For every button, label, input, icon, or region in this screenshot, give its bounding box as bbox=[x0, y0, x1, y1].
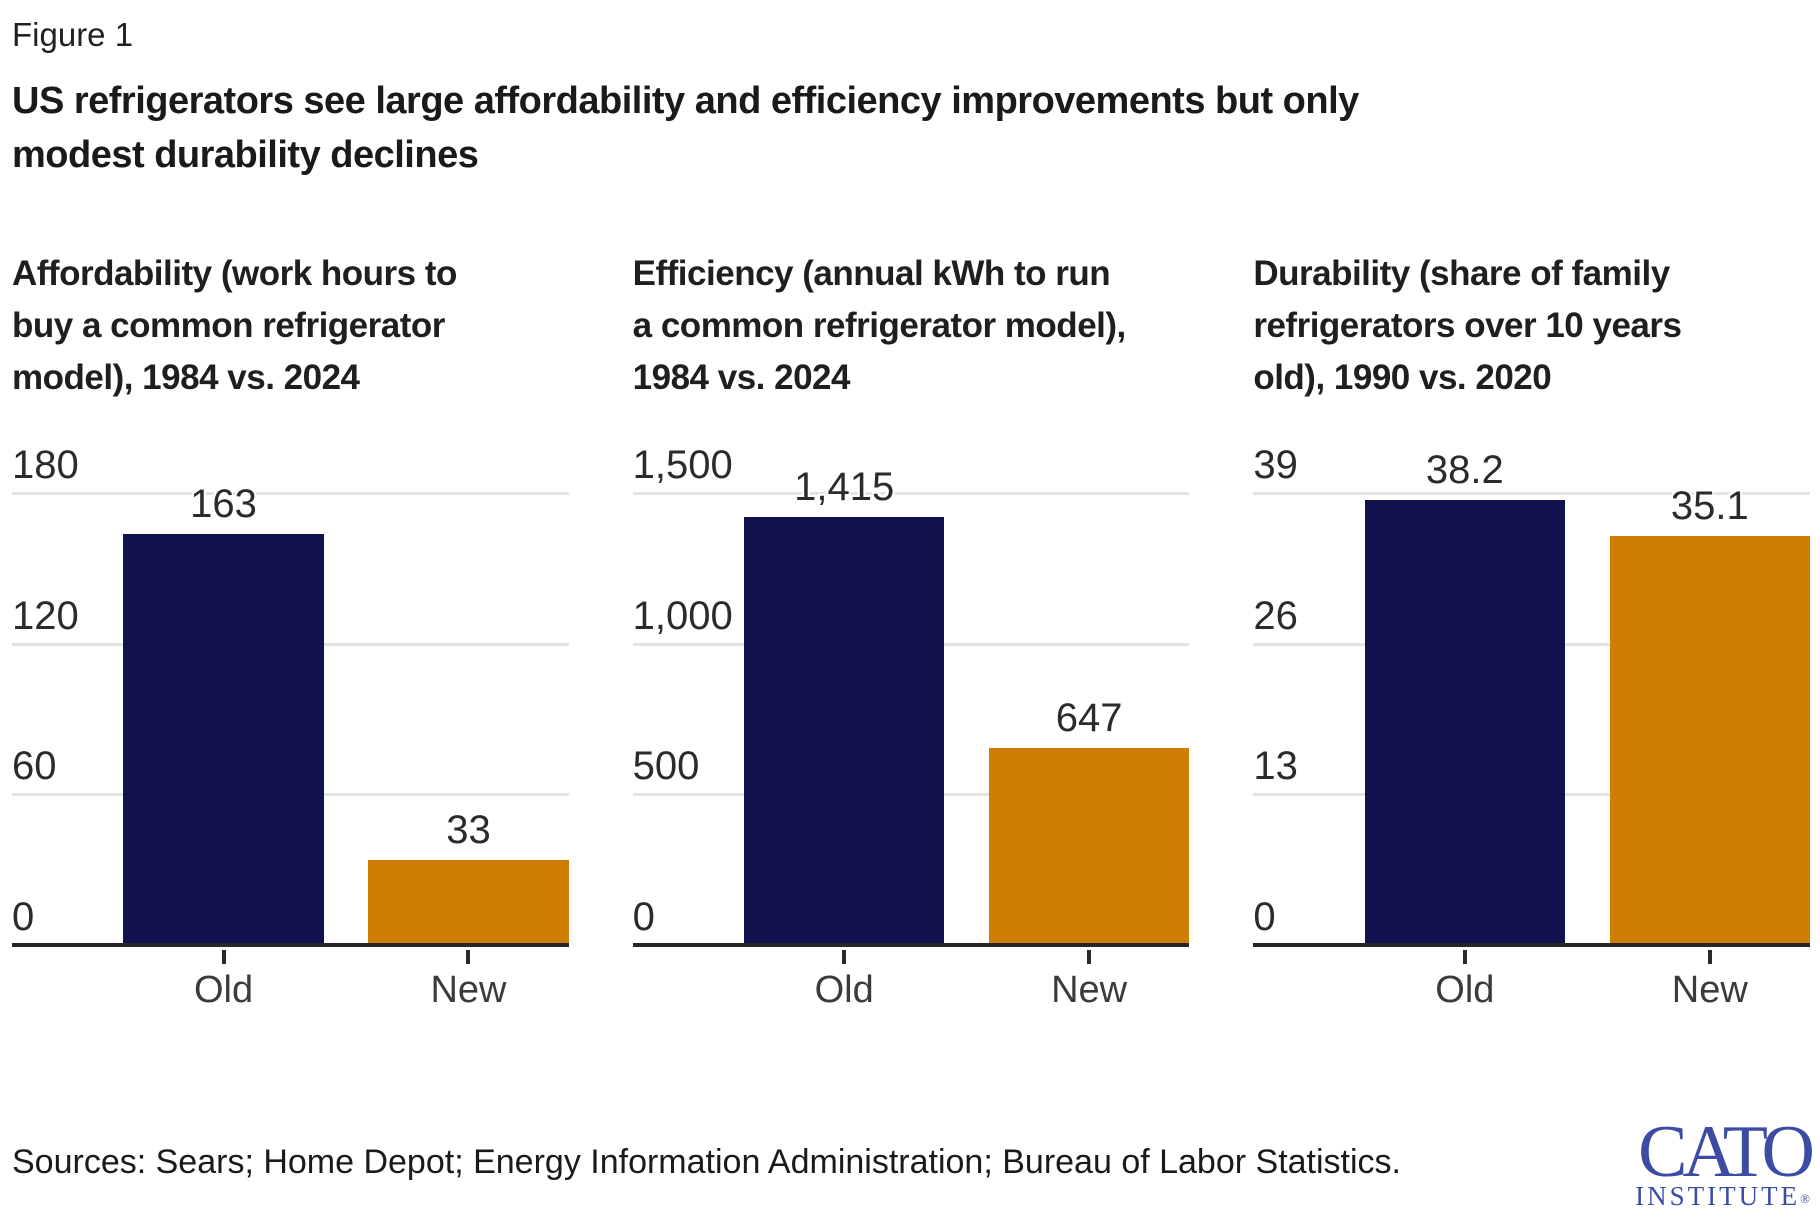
category-axis-labels: Old New bbox=[633, 947, 1190, 1021]
figure-label: Figure 1 bbox=[12, 16, 134, 53]
x-axis-line bbox=[1253, 943, 1810, 947]
chart-panel-durability: Durability (share of family refrigerators… bbox=[1253, 248, 1810, 1021]
x-category-label: Old bbox=[1435, 969, 1495, 1011]
chart-subtitle-line: Affordability (work hours to bbox=[12, 254, 457, 293]
gridline bbox=[1253, 492, 1810, 495]
chart-subtitle-line: Efficiency (annual kWh to run bbox=[632, 254, 1111, 293]
x-category-label: Old bbox=[193, 969, 254, 1011]
chart-subtitle: Efficiency (annual kWh to run a common re… bbox=[633, 248, 1190, 404]
x-tick-mark bbox=[842, 950, 847, 964]
x-category-label: New bbox=[1671, 969, 1748, 1011]
bar-new bbox=[988, 748, 1190, 943]
chart-subtitle-line: old), 1990 vs. 2020 bbox=[1253, 358, 1552, 397]
x-axis-line bbox=[12, 943, 569, 947]
figure-title: US refrigerators see large affordability… bbox=[12, 74, 1810, 182]
chart-subtitle-line: 1984 vs. 2024 bbox=[632, 358, 851, 397]
y-tick-label: 500 bbox=[632, 744, 700, 789]
x-tick-mark bbox=[466, 950, 471, 964]
chart-panel-affordability: Affordability (work hours to buy a common… bbox=[12, 248, 569, 1021]
bar-value-label: 35.1 bbox=[1670, 484, 1749, 529]
y-tick-label: 13 bbox=[1253, 744, 1298, 789]
y-tick-label: 0 bbox=[12, 895, 35, 939]
x-tick-mark bbox=[221, 950, 226, 964]
category-axis-labels: Old New bbox=[1253, 947, 1810, 1021]
category-axis-labels: Old New bbox=[12, 947, 569, 1021]
bar-value-label: 647 bbox=[1055, 696, 1123, 741]
y-tick-label: 39 bbox=[1253, 443, 1298, 487]
charts-row: Affordability (work hours to buy a common… bbox=[12, 248, 1810, 1021]
y-tick-label: 1,500 bbox=[632, 443, 733, 487]
gridline bbox=[12, 492, 569, 495]
chart-subtitle: Affordability (work hours to buy a common… bbox=[12, 248, 569, 404]
chart-subtitle-line: Durability (share of family bbox=[1253, 254, 1670, 293]
chart-subtitle-line: a common refrigerator model), bbox=[632, 306, 1127, 345]
chart-subtitle-line: refrigerators over 10 years bbox=[1253, 306, 1682, 345]
figure-title-line: modest durability declines bbox=[12, 134, 479, 176]
x-category-label: New bbox=[430, 969, 507, 1011]
chart-subtitle: Durability (share of family refrigerators… bbox=[1253, 248, 1810, 404]
x-tick-mark bbox=[1087, 950, 1092, 964]
bar-value-label: 33 bbox=[446, 808, 491, 853]
bar-value-label: 1,415 bbox=[794, 464, 895, 509]
gridline bbox=[632, 492, 1190, 495]
cato-logo-subtext-text: INSTITUTE bbox=[1635, 1181, 1801, 1212]
bar-old bbox=[743, 516, 945, 943]
x-tick-mark bbox=[1462, 950, 1467, 964]
y-tick-label: 26 bbox=[1253, 593, 1298, 638]
bar-old bbox=[123, 533, 324, 943]
chart-subtitle-line: model), 1984 vs. 2024 bbox=[12, 358, 360, 397]
cato-logo-wordmark: CATO bbox=[1638, 1110, 1815, 1193]
chart-subtitle-line: buy a common refrigerator bbox=[12, 306, 445, 345]
y-tick-label: 0 bbox=[632, 895, 655, 939]
y-tick-label: 0 bbox=[1253, 895, 1276, 939]
x-tick-mark bbox=[1707, 950, 1712, 964]
y-tick-label: 120 bbox=[12, 593, 79, 638]
y-tick-label: 180 bbox=[12, 443, 79, 487]
bar-value-label: 163 bbox=[190, 481, 257, 526]
chart-panel-efficiency: Efficiency (annual kWh to run a common re… bbox=[632, 248, 1190, 1021]
figure-title-line: US refrigerators see large affordability… bbox=[12, 80, 1359, 122]
x-axis-line bbox=[632, 943, 1190, 947]
bar-old bbox=[1364, 500, 1566, 943]
y-tick-label: 1,000 bbox=[632, 593, 733, 638]
x-category-label: Old bbox=[814, 969, 874, 1011]
bar-chart-efficiency: 0 500 1,000 1,500 1,415 647 bbox=[632, 442, 1190, 964]
bar-new bbox=[1609, 536, 1810, 943]
bar-chart-affordability: 0 60 120 180 163 33 bbox=[12, 442, 569, 964]
bar-new bbox=[368, 860, 569, 943]
figure-footer: Sources: Sears; Home Depot; Energy Infor… bbox=[12, 1110, 1815, 1212]
registered-trademark-symbol: ® bbox=[1800, 1191, 1810, 1207]
cato-logo-subtext: INSTITUTE® bbox=[1635, 1181, 1810, 1212]
cato-institute-logo: CATO INSTITUTE® bbox=[1635, 1110, 1815, 1212]
bar-value-label: 38.2 bbox=[1425, 448, 1504, 493]
y-tick-label: 60 bbox=[12, 744, 57, 789]
x-category-label: New bbox=[1051, 969, 1128, 1011]
bar-chart-durability: 0 13 26 39 38.2 35.1 bbox=[1253, 442, 1810, 964]
sources-note: Sources: Sears; Home Depot; Energy Infor… bbox=[12, 1143, 1402, 1181]
